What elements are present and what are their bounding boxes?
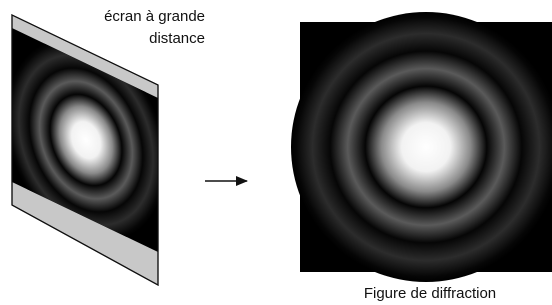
- airy-pattern: [291, 12, 552, 282]
- diagram: écran à grande distance Figure de diffra…: [0, 0, 552, 305]
- figure-label: Figure de diffraction: [364, 285, 496, 302]
- screen-label: distance: [149, 30, 205, 47]
- screen-label: écran à grande: [104, 8, 205, 25]
- page: {"screen_label": ["écran à grande", "dis…: [0, 0, 552, 305]
